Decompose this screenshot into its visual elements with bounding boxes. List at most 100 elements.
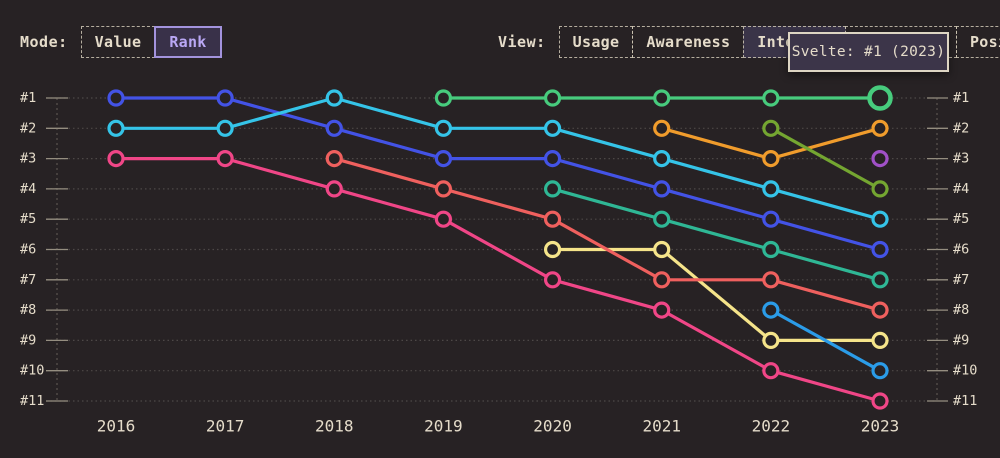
rank-label-right-5: #5	[953, 211, 969, 227]
point-bright-blue-2022[interactable]	[762, 301, 780, 319]
rank-label-left-5: #5	[20, 211, 36, 227]
point-magenta-pink-2018[interactable]	[325, 180, 343, 198]
mode-option-value[interactable]: Value	[80, 26, 156, 58]
point-teal-2021[interactable]	[653, 210, 671, 228]
year-label-2023: 2023	[861, 417, 900, 436]
rank-label-right-6: #6	[953, 242, 969, 258]
point-salmon-red-2019[interactable]	[434, 180, 453, 198]
rank-label-left-2: #2	[20, 120, 36, 136]
point-indigo-blue-2019[interactable]	[434, 150, 453, 168]
point-Svelte-2022[interactable]	[762, 89, 780, 107]
point-indigo-blue-2022[interactable]	[762, 210, 780, 228]
point-cyan-2021[interactable]	[653, 150, 671, 168]
mode-label: Mode:	[20, 33, 68, 51]
rank-label-left-4: #4	[20, 181, 36, 197]
view-option-positivity[interactable]: Positivity	[955, 26, 1000, 58]
year-label-2022: 2022	[752, 417, 791, 436]
rank-label-right-10: #10	[953, 363, 977, 379]
point-indigo-blue-2018[interactable]	[325, 119, 343, 137]
series-line-bright-blue[interactable]	[769, 308, 882, 373]
point-cyan-2023[interactable]	[871, 210, 889, 228]
point-cyan-2017[interactable]	[216, 119, 234, 137]
point-cyan-2022[interactable]	[762, 180, 780, 198]
mode-toggle-group: Mode: Value Rank	[20, 26, 222, 58]
series-line-magenta-pink[interactable]	[114, 157, 882, 403]
rank-label-left-1: #1	[20, 90, 36, 106]
mode-option-rank[interactable]: Rank	[154, 26, 222, 58]
year-label-2021: 2021	[642, 417, 681, 436]
point-teal-2022[interactable]	[762, 240, 780, 259]
point-indigo-blue-2023[interactable]	[871, 240, 889, 259]
rank-label-left-7: #7	[20, 272, 36, 288]
rank-label-left-9: #9	[20, 332, 36, 348]
point-magenta-pink-2021[interactable]	[653, 301, 671, 319]
tooltip-text: Svelte: #1 (2023)	[791, 44, 946, 60]
point-pale-yellow-2020[interactable]	[543, 240, 562, 259]
point-Svelte-2021[interactable]	[653, 89, 671, 107]
point-orange-2021[interactable]	[653, 119, 671, 137]
point-magenta-pink-2019[interactable]	[434, 210, 453, 228]
point-cyan-2018[interactable]	[325, 89, 343, 107]
year-label-2016: 2016	[97, 417, 136, 436]
rank-label-right-1: #1	[953, 90, 969, 106]
chart-tooltip: Svelte: #1 (2023)	[788, 32, 949, 72]
view-option-awareness[interactable]: Awareness	[632, 26, 745, 58]
series-line-cyan[interactable]	[114, 96, 882, 221]
point-indigo-blue-2017[interactable]	[216, 89, 234, 107]
series-line-salmon-red[interactable]	[332, 157, 882, 312]
rank-label-left-3: #3	[20, 151, 36, 167]
rank-label-left-6: #6	[20, 242, 36, 258]
point-Svelte-2020[interactable]	[543, 89, 562, 107]
point-magenta-pink-2016[interactable]	[107, 150, 125, 168]
point-magenta-pink-2017[interactable]	[216, 150, 234, 168]
rank-label-left-8: #8	[20, 302, 36, 318]
point-magenta-pink-2023[interactable]	[871, 392, 889, 410]
point-bright-blue-2023[interactable]	[871, 362, 889, 380]
point-olive-green-2023[interactable]	[871, 180, 889, 198]
point-indigo-blue-2020[interactable]	[543, 150, 562, 168]
series-line-teal[interactable]	[550, 187, 882, 282]
point-salmon-red-2020[interactable]	[543, 210, 562, 228]
point-indigo-blue-2016[interactable]	[107, 89, 125, 107]
point-teal-2020[interactable]	[543, 180, 562, 198]
point-orange-2023[interactable]	[871, 119, 889, 137]
year-label-2019: 2019	[424, 417, 463, 436]
point-salmon-red-2018[interactable]	[325, 150, 343, 168]
series-line-olive-green[interactable]	[769, 126, 882, 191]
point-salmon-red-2023[interactable]	[871, 301, 889, 319]
point-magenta-pink-2020[interactable]	[543, 271, 562, 289]
year-label-2017: 2017	[206, 417, 245, 436]
point-olive-green-2022[interactable]	[762, 119, 780, 137]
rank-label-right-4: #4	[953, 181, 969, 197]
point-cyan-2016[interactable]	[107, 119, 125, 137]
rank-label-right-8: #8	[953, 302, 969, 318]
point-indigo-blue-2021[interactable]	[653, 180, 671, 198]
point-pale-yellow-2023[interactable]	[871, 331, 889, 349]
point-orange-2022[interactable]	[762, 150, 780, 168]
point-magenta-pink-2022[interactable]	[762, 362, 780, 380]
view-label: View:	[498, 33, 546, 51]
year-label-2018: 2018	[315, 417, 354, 436]
rank-label-right-7: #7	[953, 272, 969, 288]
rank-label-right-11: #11	[953, 393, 977, 409]
rank-label-right-2: #2	[953, 120, 969, 136]
point-salmon-red-2021[interactable]	[653, 271, 671, 289]
rank-label-right-9: #9	[953, 332, 969, 348]
highlight-ring-svelte-2023[interactable]	[867, 85, 893, 111]
point-purple-2023[interactable]	[871, 150, 889, 168]
rank-label-left-10: #10	[20, 363, 44, 379]
year-label-2020: 2020	[533, 417, 572, 436]
point-pale-yellow-2021[interactable]	[653, 240, 671, 259]
point-salmon-red-2022[interactable]	[762, 271, 780, 289]
rank-label-left-11: #11	[20, 393, 44, 409]
view-option-usage[interactable]: Usage	[558, 26, 634, 58]
rank-label-right-3: #3	[953, 151, 969, 167]
point-Svelte-2019[interactable]	[434, 89, 453, 107]
series-line-indigo-blue[interactable]	[114, 96, 882, 252]
point-cyan-2020[interactable]	[543, 119, 562, 137]
point-teal-2023[interactable]	[871, 271, 889, 289]
point-cyan-2019[interactable]	[434, 119, 453, 137]
point-pale-yellow-2022[interactable]	[762, 331, 780, 349]
